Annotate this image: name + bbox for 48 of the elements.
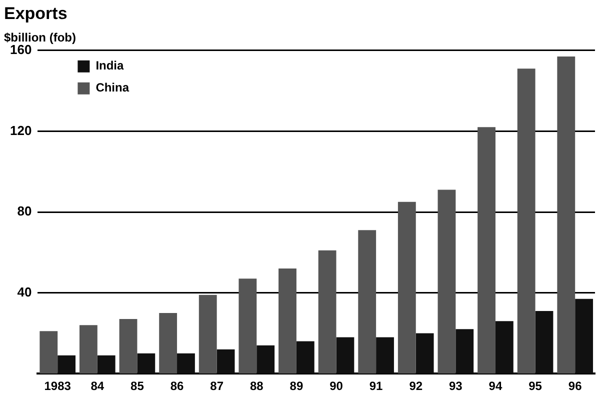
bar xyxy=(40,331,58,374)
bar xyxy=(557,56,576,374)
x-tick-label: 87 xyxy=(210,379,224,394)
bar xyxy=(198,294,217,374)
bar xyxy=(495,321,514,374)
bar xyxy=(438,190,456,374)
x-tick-label: 89 xyxy=(290,379,304,394)
bar xyxy=(58,355,76,374)
x-tick-label: 1983 xyxy=(44,379,72,394)
bar xyxy=(177,353,195,374)
bar xyxy=(137,353,156,374)
bar xyxy=(535,310,554,374)
x-tick-label: 86 xyxy=(170,379,184,394)
bar xyxy=(398,202,416,374)
bar xyxy=(216,349,235,374)
y-tick-label: 80 xyxy=(17,204,32,219)
bar xyxy=(159,313,178,374)
x-tick-label: 93 xyxy=(448,379,463,394)
y-tick-label: 40 xyxy=(17,284,32,300)
bar xyxy=(517,68,536,374)
bar xyxy=(358,230,376,374)
y-tick-label: 120 xyxy=(10,122,32,138)
x-tick-label: 85 xyxy=(130,379,144,394)
chart-title: Exports xyxy=(4,4,68,23)
bar xyxy=(278,268,296,374)
x-tick-label: 96 xyxy=(568,379,582,394)
bar xyxy=(256,345,275,374)
bar xyxy=(97,355,116,374)
bar xyxy=(296,341,314,374)
legend-label: India xyxy=(96,58,124,73)
bar xyxy=(478,127,496,374)
bar xyxy=(376,337,394,374)
bar xyxy=(416,333,434,374)
bar xyxy=(238,278,257,374)
bar xyxy=(318,250,336,374)
bar xyxy=(456,329,474,374)
x-tick-label: 90 xyxy=(330,379,344,394)
x-tick-label: 88 xyxy=(250,379,264,394)
x-tick-label: 94 xyxy=(488,379,502,394)
bar xyxy=(336,337,354,374)
x-tick-label: 84 xyxy=(90,379,104,394)
bar xyxy=(119,319,138,374)
bar xyxy=(79,325,98,374)
bar xyxy=(575,298,594,374)
x-tick-label: 91 xyxy=(369,379,384,394)
x-tick-label: 92 xyxy=(409,379,423,394)
legend-label: China xyxy=(96,80,130,95)
x-tick-label: 95 xyxy=(528,379,542,394)
